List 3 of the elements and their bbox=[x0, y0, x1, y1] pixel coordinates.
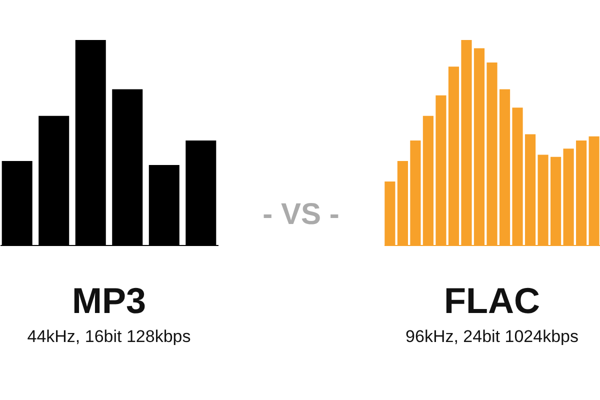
text: - VS - bbox=[262, 198, 340, 231]
text: MP3 bbox=[72, 280, 146, 321]
text: FLAC bbox=[444, 280, 540, 321]
